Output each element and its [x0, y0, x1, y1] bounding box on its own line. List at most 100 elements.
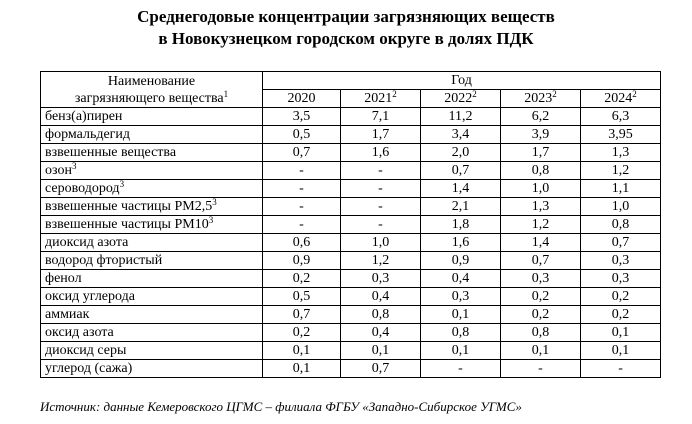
value-cell-2022: 0,3	[420, 287, 501, 306]
value-cell-2021: 7,1	[340, 107, 421, 126]
pollutant-name-cell: аммиак	[40, 305, 263, 324]
value-cell-2022: 0,1	[420, 341, 501, 360]
table-row: взвешенные частицы РМ2,53- -2,1 1,3 1,0	[40, 197, 662, 216]
value-cell-2020: 0,1	[262, 359, 341, 378]
value-cell-2024: 1,0	[579, 197, 662, 216]
header-name-line-2: загрязняющего вещества1	[45, 89, 258, 107]
pollutant-name-cell: диоксид азота	[40, 233, 263, 252]
header-year-footnote: 2	[552, 89, 557, 99]
header-year-0: 2020	[262, 89, 341, 108]
value-cell-2020: 0,6	[262, 233, 341, 252]
header-year-label: 2022	[444, 91, 473, 106]
value-cell-2024: 0,7	[579, 233, 662, 252]
pollutant-name-cell: водород фтористый	[40, 251, 263, 270]
table-row: формальдегид 0,5 1,7 3,4 3,9 3,95	[40, 125, 662, 144]
value-cell-2022: 0,1	[420, 305, 501, 324]
value-cell-2024: 1,3	[579, 143, 662, 162]
value-cell-2023: -	[500, 359, 581, 378]
pollutant-name-cell: оксид углерода	[40, 287, 263, 306]
header-pollutant-name: Наименование загрязняющего вещества1	[40, 71, 263, 108]
value-cell-2023: 1,3	[500, 197, 581, 216]
value-cell-2024: -	[579, 359, 662, 378]
pollutants-table: Наименование загрязняющего вещества1 Год…	[40, 71, 662, 378]
table-row: диоксид серы 0,1 0,1 0,1 0,1 0,1	[40, 341, 662, 360]
table-row: аммиак 0,7 0,8 0,1 0,2 0,2	[40, 305, 662, 324]
value-cell-2021: -	[340, 161, 421, 180]
pollutant-footnote: 3	[119, 179, 125, 189]
header-year-footnote: 2	[632, 89, 637, 99]
value-cell-2023: 0,2	[500, 287, 581, 306]
pollutant-name-cell: диоксид серы	[40, 341, 263, 360]
value-cell-2022: 1,4	[420, 179, 501, 198]
value-cell-2022: 0,7	[420, 161, 501, 180]
value-cell-2022: 3,4	[420, 125, 501, 144]
value-cell-2023: 0,7	[500, 251, 581, 270]
value-cell-2020: 0,5	[262, 125, 341, 144]
value-cell-2020: 0,7	[262, 305, 341, 324]
value-cell-2024: 0,2	[579, 305, 662, 324]
value-cell-2020: -	[262, 161, 341, 180]
value-cell-2021: 0,4	[340, 323, 421, 342]
value-cell-2023: 0,8	[500, 161, 581, 180]
pollutant-name-cell: взвешенные частицы РМ103	[40, 215, 263, 234]
title-line-1: Среднегодовые концентрации загрязняющих …	[137, 7, 555, 26]
pollutant-name: оксид углерода	[45, 289, 135, 304]
value-cell-2024: 3,95	[579, 125, 662, 144]
value-cell-2020: 0,2	[262, 323, 341, 342]
value-cell-2023: 0,2	[500, 305, 581, 324]
header-row-1: Наименование загрязняющего вещества1 Год	[40, 71, 662, 108]
source-note: Источник: данные Кемеровского ЦГМС – фил…	[40, 399, 522, 414]
pollutant-name-cell: формальдегид	[40, 125, 263, 144]
value-cell-2023: 0,8	[500, 323, 581, 342]
pollutant-name-cell: фенол	[40, 269, 263, 288]
value-cell-2023: 0,1	[500, 341, 581, 360]
value-cell-2020: -	[262, 215, 341, 234]
value-cell-2020: 0,7	[262, 143, 341, 162]
value-cell-2021: 0,1	[340, 341, 421, 360]
value-cell-2020: 0,1	[262, 341, 341, 360]
value-cell-2022: 0,9	[420, 251, 501, 270]
pollutant-footnote: 3	[208, 215, 214, 225]
pollutant-name-cell: озон3	[40, 161, 263, 180]
pollutant-name: взвешенные частицы РМ2,5	[45, 199, 213, 214]
header-year-label: 2023	[524, 91, 553, 106]
header-year-label: 2021	[364, 91, 393, 106]
value-cell-2021: 0,7	[340, 359, 421, 378]
table-row: сероводород3- -1,4 1,0 1,1	[40, 179, 662, 198]
table-row: фенол 0,2 0,3 0,4 0,3 0,3	[40, 269, 662, 288]
value-cell-2022: 1,6	[420, 233, 501, 252]
header-year-4: 20242	[579, 89, 662, 108]
value-cell-2021: -	[340, 215, 421, 234]
header-year-1: 20212	[340, 89, 421, 108]
pollutant-name: озон	[45, 163, 72, 178]
value-cell-2023: 1,7	[500, 143, 581, 162]
table-row: озон3- -0,7 0,8 1,2	[40, 161, 662, 180]
value-cell-2024: 1,2	[579, 161, 662, 180]
value-cell-2021: 1,7	[340, 125, 421, 144]
value-cell-2021: 1,2	[340, 251, 421, 270]
pollutant-name: диоксид серы	[45, 343, 127, 358]
header-year-3: 20232	[500, 89, 581, 108]
value-cell-2021: 0,4	[340, 287, 421, 306]
value-cell-2021: 1,6	[340, 143, 421, 162]
pollutant-footnote: 3	[71, 161, 77, 171]
table-row: бенз(а)пирен 3,5 7,1 11,2 6,2 6,3	[40, 107, 662, 126]
value-cell-2020: -	[262, 179, 341, 198]
table-row: взвешенные вещества 0,7 1,6 2,0 1,7 1,3	[40, 143, 662, 162]
pollutant-name-cell: взвешенные вещества	[40, 143, 263, 162]
pollutant-name-cell: сероводород3	[40, 179, 263, 198]
header-year-2: 20222	[420, 89, 501, 108]
value-cell-2021: -	[340, 179, 421, 198]
pollutant-name-cell: оксид азота	[40, 323, 263, 342]
pollutant-name-cell: бенз(а)пирен	[40, 107, 263, 126]
value-cell-2023: 6,2	[500, 107, 581, 126]
value-cell-2020: 0,9	[262, 251, 341, 270]
value-cell-2023: 1,2	[500, 215, 581, 234]
table-body: бенз(а)пирен 3,5 7,1 11,2 6,2 6,3 формальдегид…	[40, 107, 662, 378]
pollutant-name: углерод (сажа)	[45, 361, 133, 376]
value-cell-2022: 11,2	[420, 107, 501, 126]
header-year-group: Год	[261, 71, 662, 90]
pollutant-name: бенз(а)пирен	[45, 109, 123, 124]
pollutant-name: аммиак	[45, 307, 90, 322]
